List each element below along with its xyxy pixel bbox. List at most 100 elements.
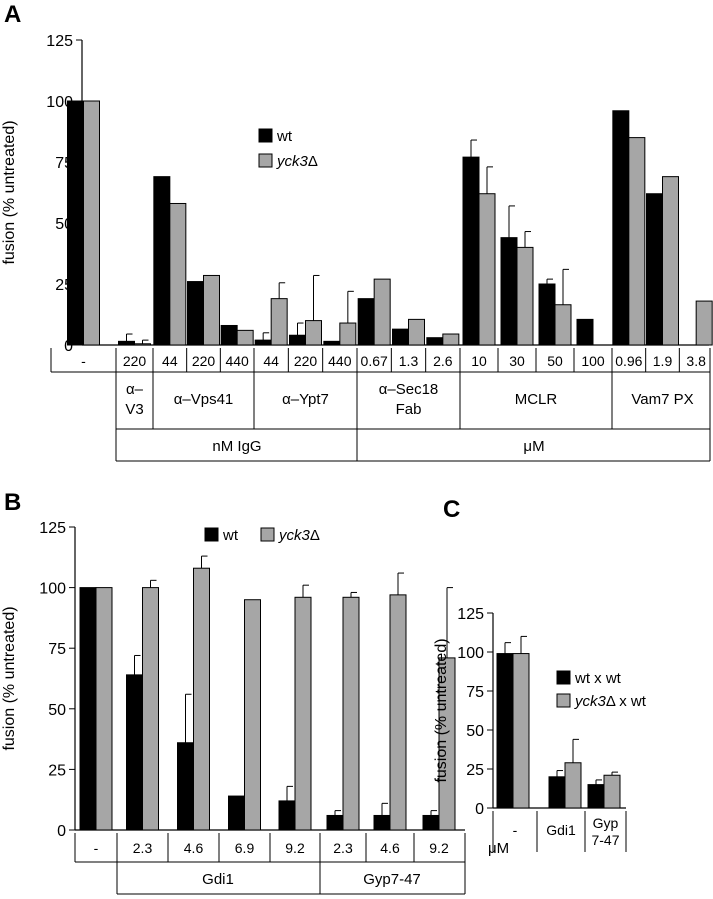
mutant-bar xyxy=(95,587,113,831)
mutant-bar xyxy=(294,596,312,831)
table-group-label: Gyp7-47 xyxy=(363,871,421,888)
y-tick-label: 25 xyxy=(48,762,66,779)
mutant-bar xyxy=(270,298,288,346)
table-cell-value: 440 xyxy=(225,353,249,369)
table-cell-value: 0.96 xyxy=(615,353,642,369)
table-cell-value: 100 xyxy=(581,353,605,369)
table-cell-value: - xyxy=(94,840,99,856)
mutant-bar xyxy=(512,653,530,809)
legend-label-mutant: yck3Δ xyxy=(278,527,320,544)
wt-bar xyxy=(496,653,514,809)
mutant-bar xyxy=(554,304,572,346)
wt-bar xyxy=(79,587,97,831)
panel-b-label: B xyxy=(4,489,21,516)
table-cell-value: 10 xyxy=(471,353,487,369)
y-tick-label: 100 xyxy=(46,94,73,111)
wt-bar xyxy=(126,674,143,831)
wt-bar xyxy=(392,328,409,346)
wt-bar xyxy=(118,340,135,346)
mutant-bar xyxy=(142,587,159,831)
legend-swatch-mutant xyxy=(258,153,273,168)
table-group-label: α–Vps41 xyxy=(174,391,234,408)
panel-c-chart: 0 25 50 75 100 125 fusion (% untreated) wt x wt… xyxy=(433,606,647,852)
mutant-bar xyxy=(342,596,360,831)
panel-b-chart: 0 25 50 75 100 125 fusion (% untreated) wt yck3Δ… xyxy=(1,520,509,895)
y-tick-label: 50 xyxy=(466,723,484,740)
wt-bar xyxy=(500,237,518,346)
legend-label-wt: wt x wt xyxy=(574,670,622,687)
wt-bar xyxy=(228,795,245,831)
legend-swatch-wt xyxy=(258,128,273,143)
category-label: Gdi1 xyxy=(546,822,576,838)
y-tick-label: 100 xyxy=(39,581,66,598)
table-cell-value: 440 xyxy=(328,353,352,369)
y-axis-title: fusion (% untreated) xyxy=(1,606,18,750)
y-tick-label: 0 xyxy=(64,338,73,355)
wt-bar xyxy=(576,318,594,346)
wt-bar xyxy=(612,110,630,346)
legend-swatch-mutant xyxy=(260,527,275,542)
table-group-label: Vam7 PX xyxy=(631,391,693,408)
wt-bar xyxy=(538,283,556,346)
legend-swatch-wt xyxy=(556,670,571,685)
wt-bar xyxy=(289,334,306,346)
mutant-bar xyxy=(339,322,357,346)
y-axis-title: fusion (% untreated) xyxy=(1,120,18,264)
table-group-label: V3 xyxy=(125,401,143,418)
wt-bar xyxy=(357,298,375,346)
wt-bar xyxy=(67,100,84,346)
mutant-bar xyxy=(134,343,151,346)
wt-bar xyxy=(646,193,663,346)
legend-mutant-italic: yck3 xyxy=(276,153,309,170)
table-cell-value: 3.8 xyxy=(686,353,706,369)
y-tick-label: 50 xyxy=(48,702,66,719)
table-cell-value: 44 xyxy=(162,353,178,369)
mutant-bar xyxy=(442,333,460,346)
wt-bar xyxy=(153,176,171,346)
y-tick-label: 0 xyxy=(475,801,484,818)
wt-bar xyxy=(587,784,605,809)
table-unit-label: nM IgG xyxy=(212,438,261,455)
legend-label-wt: wt xyxy=(222,527,239,544)
wt-bar xyxy=(220,324,238,346)
table-cell-value: 50 xyxy=(547,353,563,369)
mutant-bar xyxy=(389,594,407,831)
mutant-bar xyxy=(305,320,322,346)
y-tick-label: 75 xyxy=(466,684,484,701)
legend-mutant-suffix: Δ xyxy=(308,153,318,170)
legend-label-wt: wt xyxy=(276,128,293,145)
table-cell-value: 2.6 xyxy=(433,353,453,369)
legend-mutant-suffix: Δ x wt xyxy=(606,693,647,710)
mutant-bar xyxy=(193,567,210,831)
table-unit-label: μM xyxy=(523,438,544,455)
mutant-bar xyxy=(516,246,534,346)
legend-mutant-italic: yck3 xyxy=(574,693,607,710)
table-cell-value: 2.3 xyxy=(133,840,153,856)
mutant-bar xyxy=(662,176,679,346)
table-group-label: α– xyxy=(126,381,144,398)
y-tick-label: 125 xyxy=(39,520,66,537)
table-group-label: Gdi1 xyxy=(202,871,234,888)
y-tick-label: 0 xyxy=(57,823,66,840)
mutant-bar xyxy=(695,300,713,346)
table-cell-value: 220 xyxy=(123,353,147,369)
legend-swatch-mutant xyxy=(556,693,571,708)
category-label: Gyp xyxy=(593,815,619,831)
mutant-bar xyxy=(628,137,646,346)
wt-bar xyxy=(323,340,341,346)
table-group-label: Fab xyxy=(396,401,422,418)
table-cell-value: 220 xyxy=(192,353,216,369)
table-cell-value: 220 xyxy=(294,353,318,369)
unit-label: μM xyxy=(488,840,509,857)
y-axis-title: fusion (% untreated) xyxy=(433,638,450,782)
table-cell-value: 0.67 xyxy=(361,353,388,369)
wt-bar xyxy=(426,337,444,346)
mutant-bar xyxy=(83,100,100,346)
legend-label-mutant: yck3Δ xyxy=(276,153,318,170)
category-label: 7-47 xyxy=(591,832,619,848)
wt-bar xyxy=(177,742,194,831)
wt-bar xyxy=(278,800,296,831)
table-cell-value: 4.6 xyxy=(380,840,400,856)
